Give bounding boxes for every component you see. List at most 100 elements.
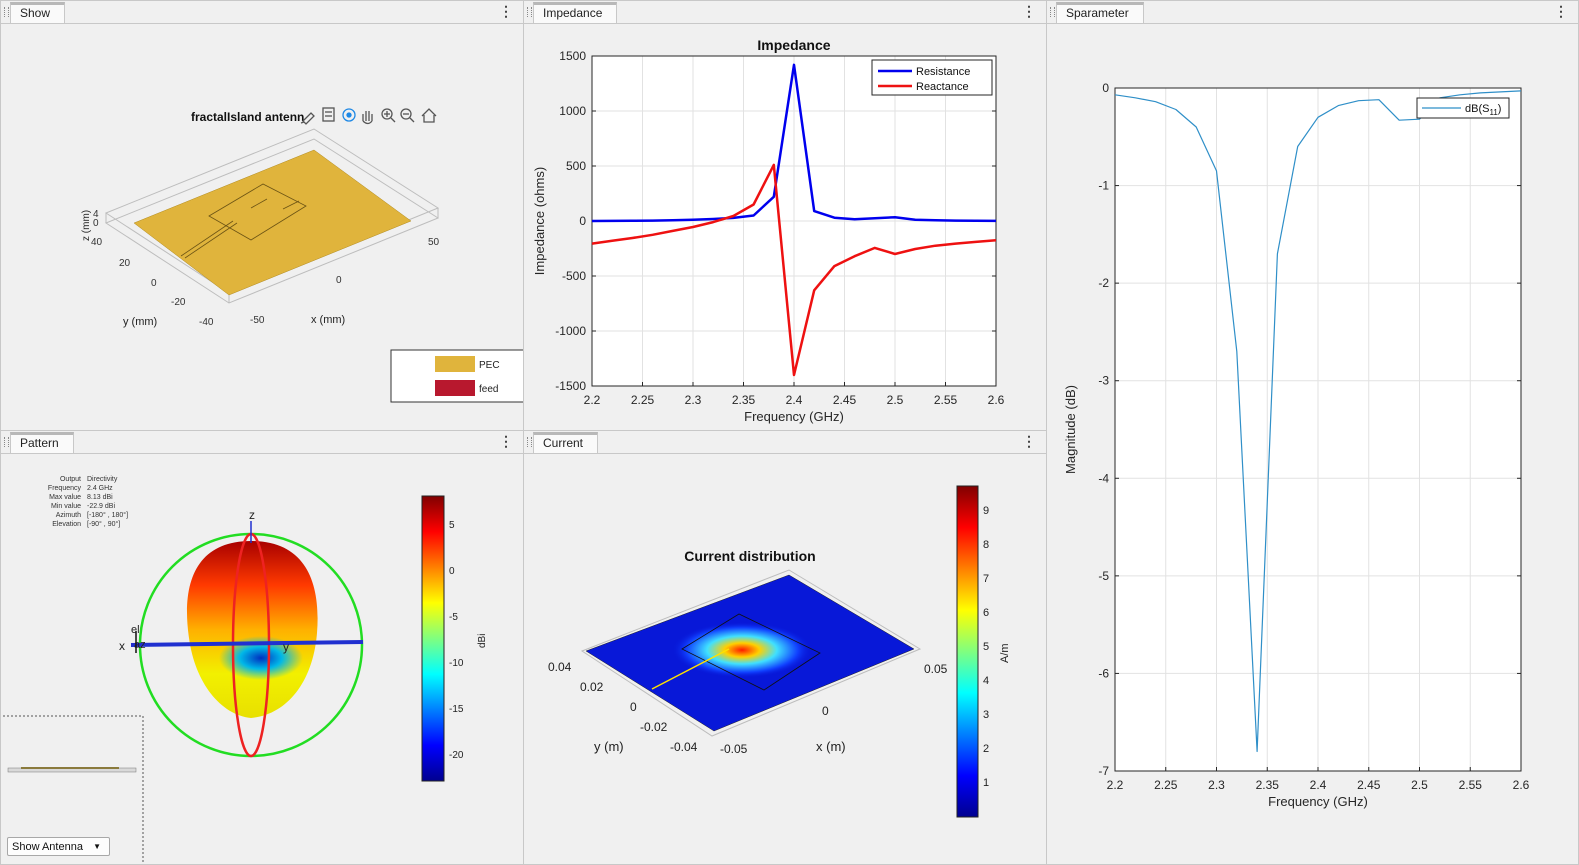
- info-value: -22.9 dBi: [87, 503, 115, 510]
- pan-icon[interactable]: [362, 111, 373, 125]
- tab-pattern[interactable]: Pattern: [10, 432, 74, 453]
- antenna-3d-view[interactable]: fractalIsland antenn 50: [1, 23, 524, 431]
- series-line-reactance: [591, 163, 997, 377]
- colorbar-label: dBi: [477, 634, 488, 648]
- y-tick: 0.02: [580, 680, 604, 694]
- y-tick-label: 1000: [559, 104, 586, 118]
- x-axis-label: Frequency (GHz): [1268, 794, 1368, 809]
- info-label: Azimuth: [56, 512, 81, 519]
- current-patch-outline: [651, 613, 821, 691]
- x-axis-label: Frequency (GHz): [744, 409, 844, 424]
- legend-entry: Resistance: [916, 66, 970, 78]
- drag-grip-icon[interactable]: [4, 437, 9, 447]
- info-value: 2.4 GHz: [87, 485, 113, 492]
- y-tick-label: -1: [1098, 179, 1109, 193]
- y-tick-label: -4: [1098, 471, 1109, 485]
- x-tick-label: 2.4: [786, 393, 803, 407]
- y-tick-label: -1500: [555, 379, 586, 393]
- data-tips-icon[interactable]: [322, 107, 335, 122]
- dropdown-value: Show Antenna: [12, 841, 83, 853]
- series-line-resistance: [591, 63, 997, 223]
- zoom-in-icon[interactable]: [381, 108, 396, 123]
- tab-sparameter[interactable]: Sparameter: [1056, 2, 1144, 23]
- info-value: Directivity: [87, 476, 118, 483]
- antenna-inset: [1, 715, 144, 864]
- y-tick: 20: [119, 258, 131, 269]
- colorbar-tick: 1: [983, 777, 989, 789]
- info-label: Output: [60, 476, 81, 483]
- current-distribution-view[interactable]: Current distribution 0.05 0 -0.05 0.04 0…: [524, 453, 1047, 865]
- tab-current[interactable]: Current: [533, 432, 599, 453]
- fractal-patch: [180, 183, 307, 259]
- pec-swatch: [435, 356, 475, 372]
- feed-swatch: [435, 380, 475, 396]
- x-tick-label: 2.6: [1513, 778, 1530, 792]
- x-tick-label: 2.2: [584, 393, 601, 407]
- chart-title: Impedance: [757, 37, 830, 53]
- colorbar-tick: 3: [983, 709, 989, 721]
- legend-pec: PEC: [479, 360, 500, 371]
- legend-feed: feed: [479, 384, 498, 395]
- y-tick-label: -2: [1098, 276, 1109, 290]
- colorbar-tick: -20: [449, 750, 464, 761]
- legend-box: [871, 59, 993, 96]
- legend-entry: dB(S11): [1465, 103, 1501, 117]
- impedance-chart[interactable]: 2.2 2.25 2.3 2.35 2.4 2.45 2.5 2.55 2.6 1500 1000 5…: [524, 23, 1047, 431]
- x-tick: 0.05: [924, 662, 948, 676]
- y-tick-label: -3: [1098, 374, 1109, 388]
- drag-grip-icon[interactable]: [1050, 7, 1055, 17]
- info-value: 8.13 dBi: [87, 494, 113, 501]
- colorbar-tick: 7: [983, 573, 989, 585]
- y-tick: 0: [151, 278, 157, 289]
- impedance-menu-icon[interactable]: ⋮: [1022, 3, 1036, 19]
- current-menu-icon[interactable]: ⋮: [1022, 433, 1036, 449]
- info-value: [-90° , 90°]: [87, 520, 120, 528]
- y-tick: 40: [91, 237, 103, 248]
- current-tabbar: Current ⋮: [524, 431, 1046, 454]
- show-menu-icon[interactable]: ⋮: [499, 3, 513, 19]
- y-tick-label: 0: [579, 214, 586, 228]
- sparameter-chart[interactable]: 2.2 2.25 2.3 2.35 2.4 2.45 2.5 2.55 2.6 0 -1 -2 -3 -4…: [1047, 23, 1579, 865]
- drag-grip-icon[interactable]: [527, 437, 532, 447]
- x-axis-label: x: [119, 639, 125, 653]
- y-tick: -0.04: [670, 740, 698, 754]
- pattern-tabbar: Pattern ⋮: [1, 431, 523, 454]
- tab-show[interactable]: Show: [10, 2, 66, 23]
- show-title: fractalIsland antenn: [191, 110, 304, 124]
- x-tick-label: 2.55: [1459, 778, 1483, 792]
- current-title: Current distribution: [684, 548, 815, 564]
- x-tick-label: 2.3: [1208, 778, 1225, 792]
- impedance-tabbar: Impedance ⋮: [524, 1, 1046, 24]
- pattern-null: [219, 636, 303, 680]
- x-tick-label: 2.5: [1411, 778, 1428, 792]
- z-axis-label: z: [249, 508, 255, 522]
- current-colorbar-label: A/m: [999, 643, 1011, 663]
- axes-box: [104, 128, 440, 304]
- pattern-info: Output Frequency Max value Min value Azi…: [48, 476, 128, 528]
- material-legend: PEC feed: [390, 349, 523, 403]
- brush-icon[interactable]: [300, 112, 315, 125]
- show-xlabel: x (mm): [311, 314, 345, 326]
- x-tick-label: 2.45: [1357, 778, 1381, 792]
- tab-impedance[interactable]: Impedance: [533, 2, 618, 23]
- sparameter-menu-icon[interactable]: ⋮: [1554, 3, 1568, 19]
- show-axis-ticks: 50 0 -50 40 20 0 -20 -40 0 4: [91, 209, 440, 328]
- pattern-menu-icon[interactable]: ⋮: [499, 433, 513, 449]
- x-tick-label: 2.45: [833, 393, 857, 407]
- rotate-icon[interactable]: [342, 108, 356, 122]
- show-antenna-dropdown[interactable]: Show Antenna ▼: [7, 837, 110, 856]
- x-tick-label: 2.2: [1107, 778, 1124, 792]
- y-tick-label: -7: [1098, 764, 1109, 778]
- y-axis-label: Magnitude (dB): [1063, 385, 1078, 474]
- home-icon[interactable]: [421, 108, 437, 123]
- y-tick: 0: [630, 700, 637, 714]
- sparameter-panel: Sparameter ⋮ 2.2 2.25 2.3 2.35 2.4 2.45 2.5 2.5…: [1046, 0, 1579, 865]
- drag-grip-icon[interactable]: [4, 7, 9, 17]
- y-axis-label: y: [283, 640, 289, 654]
- legend-entry: Reactance: [916, 81, 969, 93]
- zoom-out-icon[interactable]: [400, 108, 415, 123]
- drag-grip-icon[interactable]: [527, 7, 532, 17]
- pattern-lobe: [186, 541, 318, 718]
- radiation-pattern-view[interactable]: Output Frequency Max value Min value Azi…: [1, 453, 524, 865]
- pec-ground-plane: [133, 149, 412, 296]
